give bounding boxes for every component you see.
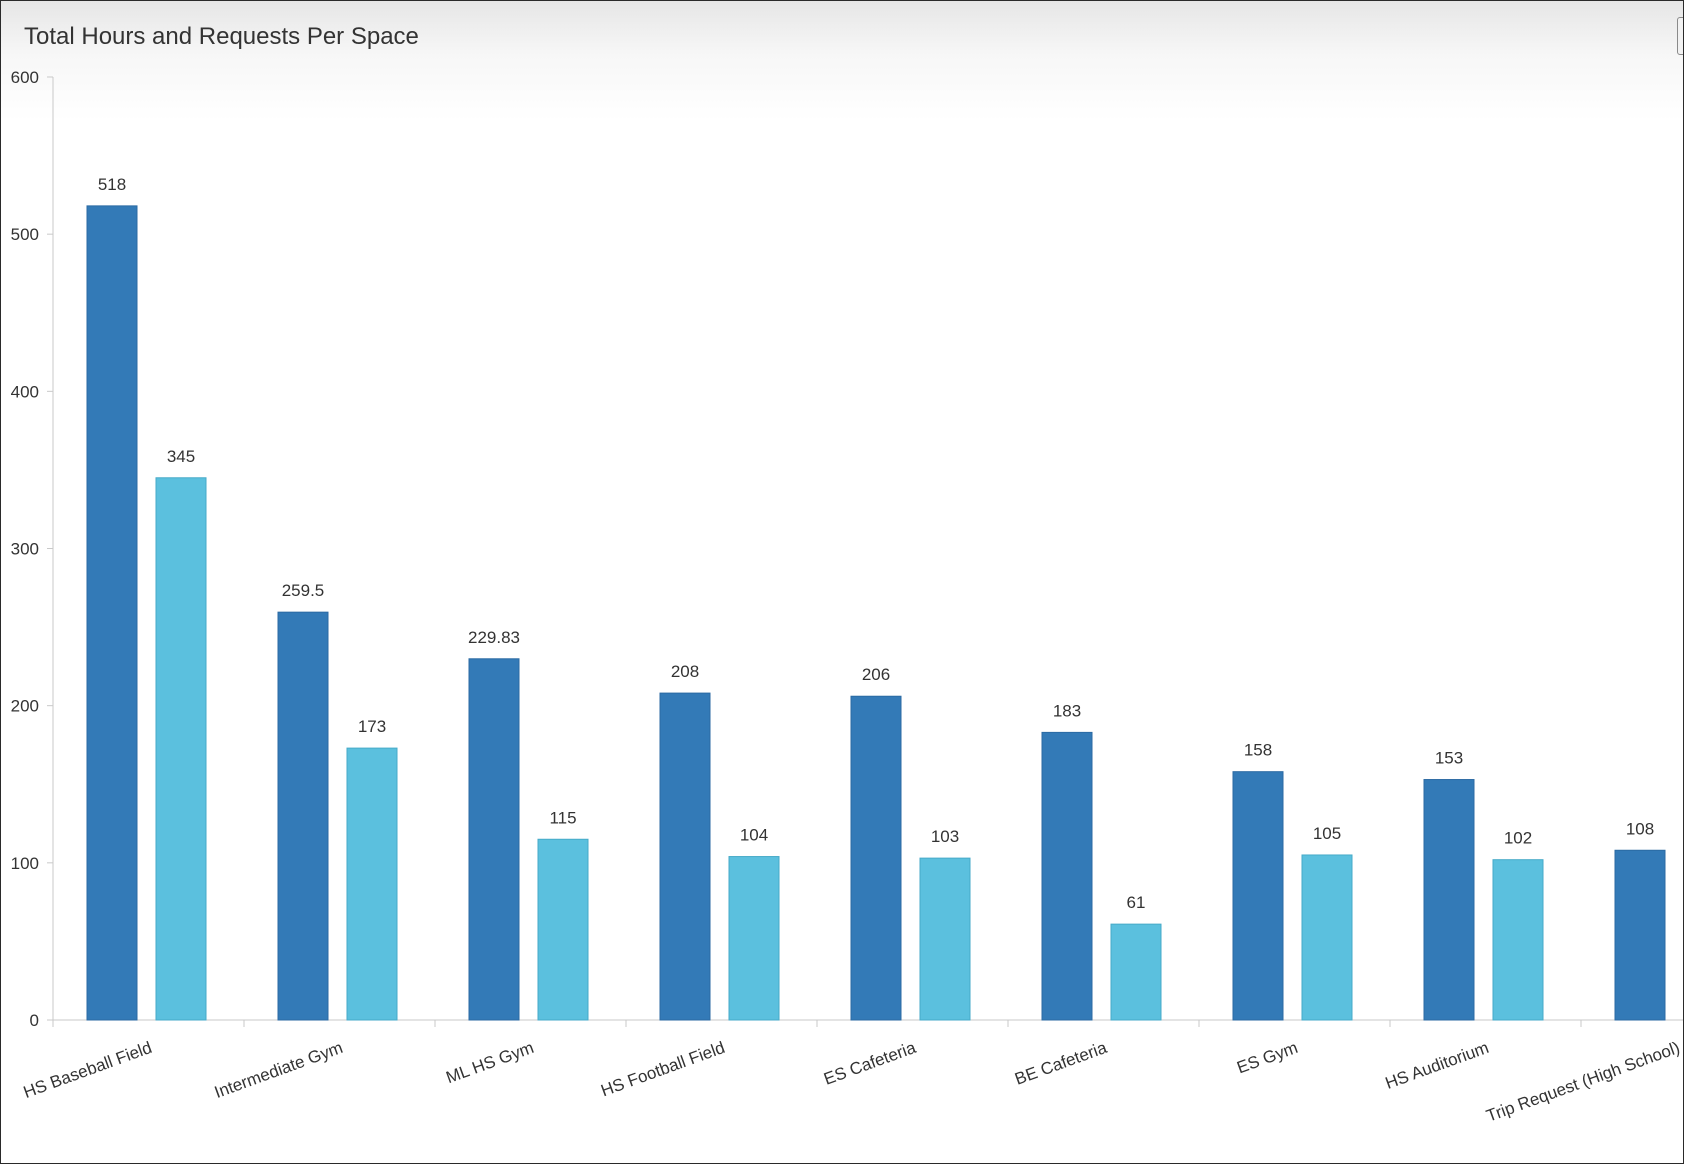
bar-series-2[interactable] [1110, 923, 1162, 1021]
data-label: 115 [549, 808, 576, 827]
data-label: 103 [931, 827, 959, 846]
data-label: 173 [358, 717, 386, 736]
bar-series-1[interactable] [659, 692, 711, 1021]
x-category-label: HS Auditorium [1383, 1038, 1492, 1093]
data-label: 108 [1626, 819, 1654, 838]
data-label: 105 [1313, 824, 1341, 843]
y-tick-label: 400 [11, 382, 39, 401]
bar-series-2[interactable] [919, 857, 971, 1021]
x-category-label: BE Cafeteria [1012, 1038, 1110, 1089]
panel-header-background [1, 1, 1683, 121]
bar-series-2[interactable] [728, 856, 780, 1021]
x-category-label: ES Gym [1234, 1038, 1300, 1078]
bar-series-1[interactable] [1041, 731, 1093, 1021]
x-category-label: ML HS Gym [443, 1038, 536, 1087]
bar-series-2[interactable] [346, 747, 398, 1021]
x-category-label: ES Cafeteria [821, 1038, 919, 1089]
panel-corner-control[interactable] [1677, 17, 1683, 55]
chart-title: Total Hours and Requests Per Space [24, 23, 419, 50]
bar-series-1[interactable] [1614, 849, 1666, 1021]
data-label: 183 [1053, 701, 1081, 720]
bar-series-1[interactable] [277, 611, 329, 1021]
data-label: 345 [167, 447, 195, 466]
y-tick-label: 600 [11, 68, 39, 87]
bar-series-1[interactable] [850, 695, 902, 1021]
bar-series-2[interactable] [537, 838, 589, 1021]
data-label: 208 [671, 662, 699, 681]
data-label: 206 [862, 665, 890, 684]
y-tick-label: 500 [11, 225, 39, 244]
data-label: 259.5 [282, 581, 325, 600]
data-label: 61 [1127, 893, 1146, 912]
y-tick-label: 300 [11, 540, 39, 559]
bar-series-1[interactable] [1423, 779, 1475, 1021]
data-label: 153 [1435, 749, 1463, 768]
x-category-label: Intermediate Gym [212, 1038, 345, 1102]
data-label: 104 [740, 826, 768, 845]
bar-series-1[interactable] [468, 658, 520, 1021]
x-category-label: HS Baseball Field [21, 1038, 154, 1102]
y-tick-label: 100 [11, 854, 39, 873]
data-label: 518 [98, 175, 126, 194]
x-category-label: HS Football Field [598, 1038, 727, 1100]
bar-series-2[interactable] [1492, 859, 1544, 1021]
bar-series-2[interactable] [155, 477, 207, 1021]
bar-series-1[interactable] [1232, 771, 1284, 1021]
y-tick-label: 200 [11, 697, 39, 716]
bar-series-1[interactable] [86, 205, 138, 1021]
data-label: 102 [1504, 829, 1532, 848]
bar-series-2[interactable] [1301, 854, 1353, 1021]
data-label: 229.83 [468, 628, 520, 647]
x-category-label: Trip Request (High School) [1484, 1038, 1683, 1126]
y-tick-label: 0 [30, 1011, 39, 1030]
data-label: 158 [1244, 741, 1272, 760]
